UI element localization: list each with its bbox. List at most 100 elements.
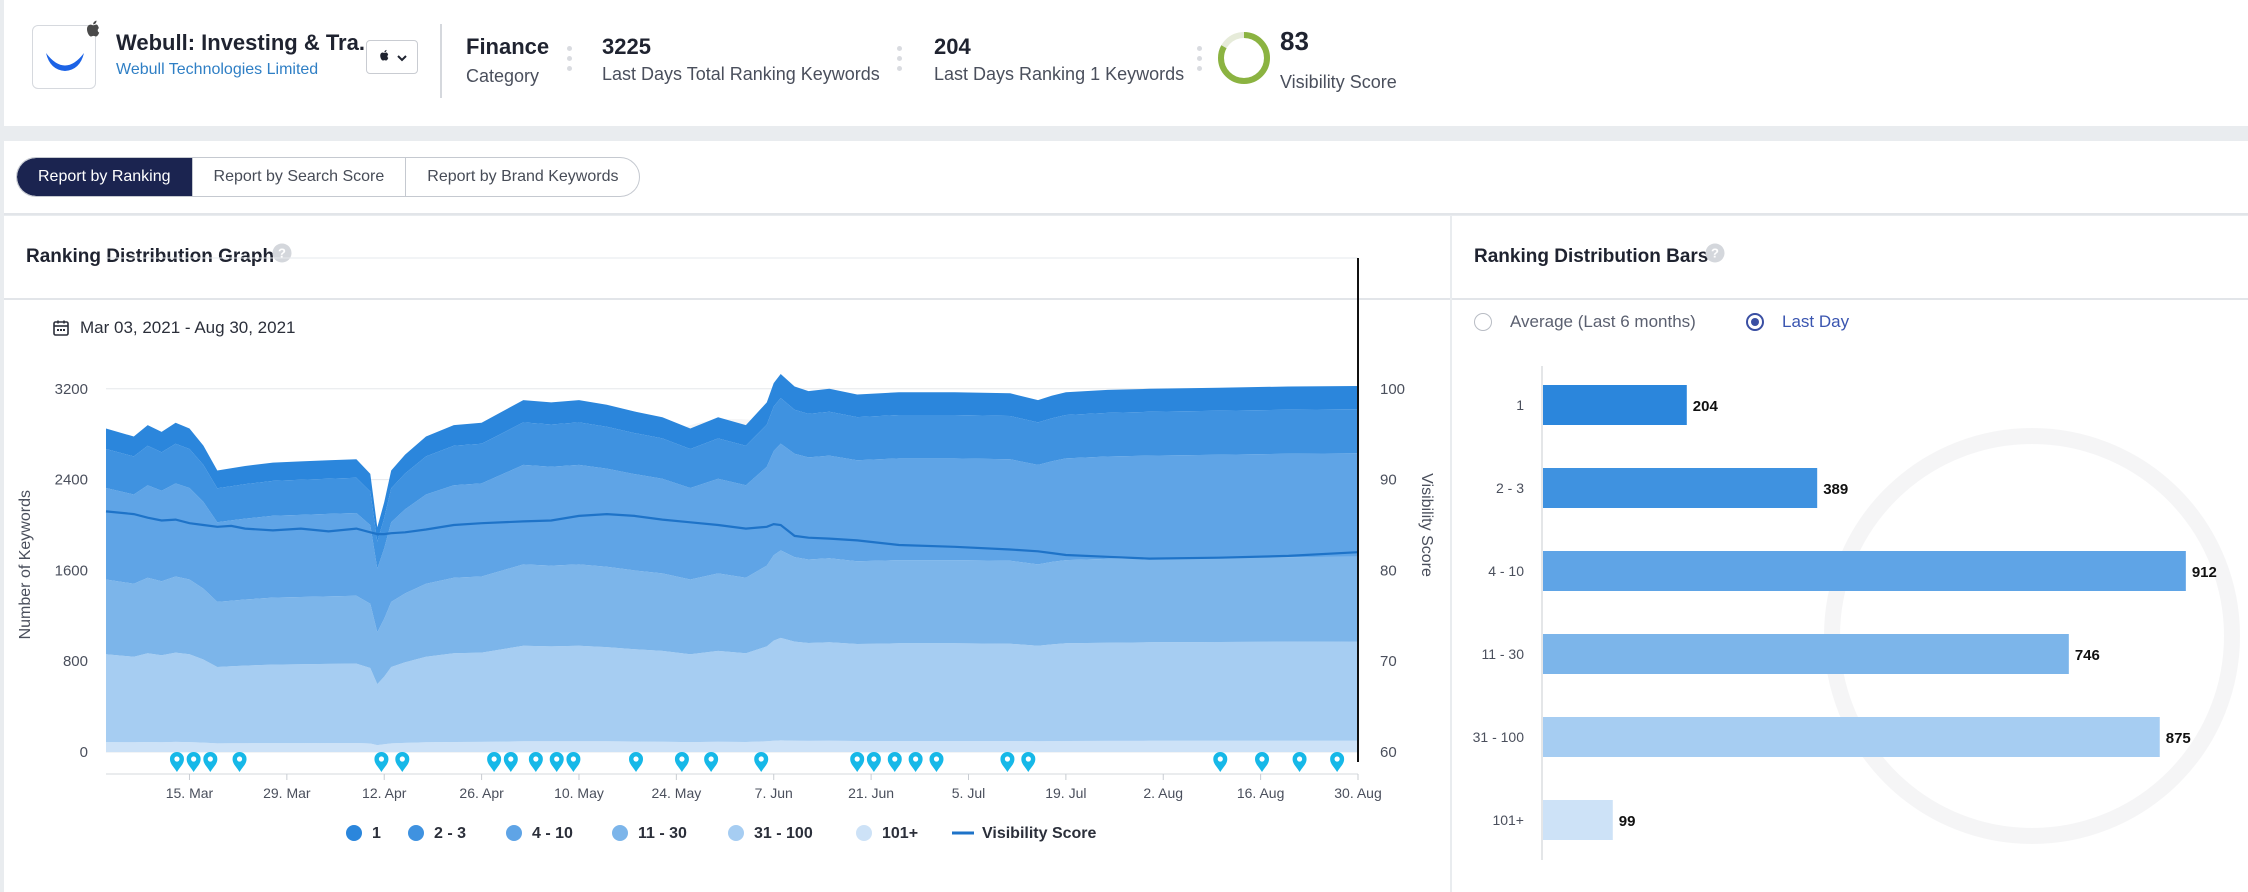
ranking-bar[interactable]: [1543, 717, 2160, 757]
annotation-pin-icon[interactable]: [850, 752, 865, 772]
bar-category-label: 31 - 100: [1473, 729, 1525, 745]
legend-swatch: [408, 825, 424, 841]
ranking-bar[interactable]: [1543, 551, 2186, 591]
area-band-11-30: [106, 550, 1358, 685]
bar-value-label: 389: [1823, 481, 1848, 498]
annotation-pin-icon[interactable]: [1000, 752, 1015, 772]
average-option[interactable]: Average (Last 6 months): [1474, 312, 1696, 332]
area-band-4-10: [106, 443, 1358, 633]
legend-item[interactable]: 2 - 3: [408, 825, 466, 842]
app-logo[interactable]: [32, 25, 96, 89]
bar-category-label: 1: [1516, 397, 1524, 413]
average-radio[interactable]: [1474, 313, 1492, 331]
annotation-pin-icon[interactable]: [908, 752, 923, 772]
legend-swatch: [612, 825, 628, 841]
separator-dots: [897, 46, 903, 72]
legend-label: 101+: [882, 825, 918, 842]
x-tick-label: 26. Apr: [459, 785, 504, 801]
developer-link[interactable]: Webull Technologies Limited: [116, 61, 319, 78]
annotation-pin-icon[interactable]: [629, 752, 644, 772]
ranking-bar[interactable]: [1543, 800, 1613, 840]
area-band-1: [106, 374, 1358, 542]
visibility-score-label: Visibility Score: [1280, 72, 1397, 92]
rank1-keywords-value: 204: [934, 34, 971, 59]
annotation-pin-icon[interactable]: [566, 752, 581, 772]
last-day-radio[interactable]: [1746, 313, 1764, 331]
legend-label: 4 - 10: [532, 825, 573, 842]
graph-panel-title: Ranking Distribution Graph: [26, 246, 275, 267]
help-icon[interactable]: ?: [1704, 242, 1726, 264]
x-tick-label: 29. Mar: [263, 785, 311, 801]
legend-item[interactable]: 11 - 30: [612, 825, 687, 842]
annotation-pin-icon[interactable]: [754, 752, 769, 772]
calendar-icon: [53, 320, 69, 336]
ranking-bar[interactable]: [1543, 385, 1687, 425]
x-tick-label: 10. May: [554, 785, 604, 801]
bars-panel-title: Ranking Distribution Bars: [1474, 246, 1709, 267]
annotation-pin-icon[interactable]: [866, 752, 881, 772]
ranking-distribution-bars-panel: Ranking Distribution Bars ? Average (Las…: [1452, 216, 2248, 892]
x-tick-label: 30. Aug: [1334, 785, 1382, 801]
last-day-option[interactable]: Last Day: [1746, 312, 1849, 332]
annotation-pin-icon[interactable]: [1330, 752, 1345, 772]
annotation-pin-icon[interactable]: [186, 752, 201, 772]
annotation-pin-icon[interactable]: [549, 752, 564, 772]
area-band-101+: [106, 740, 1358, 752]
legend-item[interactable]: Visibility Score: [952, 825, 1097, 842]
y2-tick-label: 70: [1380, 653, 1397, 670]
legend-item[interactable]: 1: [346, 825, 381, 842]
legend-label: 1: [372, 825, 381, 842]
legend-label: Visibility Score: [982, 825, 1097, 842]
svg-text:?: ?: [278, 246, 286, 261]
annotation-pin-icon[interactable]: [232, 752, 247, 772]
date-range-picker[interactable]: Mar 03, 2021 - Aug 30, 2021: [52, 316, 296, 340]
y-tick-label: 2400: [55, 472, 88, 489]
apple-icon: [84, 20, 102, 40]
annotation-pin-icon[interactable]: [1213, 752, 1228, 772]
annotation-pin-icon[interactable]: [929, 752, 944, 772]
annotation-pin-icon[interactable]: [487, 752, 502, 772]
annotation-markers: [169, 752, 1345, 772]
legend-item[interactable]: 4 - 10: [506, 825, 573, 842]
legend-item[interactable]: 101+: [856, 825, 918, 842]
annotation-pin-icon[interactable]: [395, 752, 410, 772]
average-option-label: Average (Last 6 months): [1510, 312, 1696, 331]
legend-label: 11 - 30: [638, 825, 687, 842]
y-tick-label: 1600: [55, 562, 88, 579]
app-name[interactable]: Webull: Investing & Tra...: [116, 30, 378, 55]
legend-label: 31 - 100: [754, 825, 813, 842]
tab-report-by-brand-keywords[interactable]: Report by Brand Keywords: [405, 158, 639, 196]
annotation-pin-icon[interactable]: [887, 752, 902, 772]
rank1-keywords-label: Last Days Ranking 1 Keywords: [934, 64, 1185, 84]
x-tick-label: 5. Jul: [952, 785, 985, 801]
annotation-pin-icon[interactable]: [1255, 752, 1270, 772]
bar-category-label: 2 - 3: [1496, 480, 1524, 496]
ranking-distribution-graph-panel: Ranking Distribution Graph ? Mar 03, 202…: [4, 216, 1450, 892]
annotation-pin-icon[interactable]: [169, 752, 184, 772]
tab-report-by-ranking[interactable]: Report by Ranking: [17, 158, 192, 196]
x-tick-label: 16. Aug: [1237, 785, 1285, 801]
annotation-pin-icon[interactable]: [503, 752, 518, 772]
annotation-pin-icon[interactable]: [1292, 752, 1307, 772]
legend-swatch: [346, 825, 362, 841]
annotation-pin-icon[interactable]: [1021, 752, 1036, 772]
legend-label: 2 - 3: [434, 825, 466, 842]
ranking-bar[interactable]: [1543, 634, 2069, 674]
tab-report-by-search-score[interactable]: Report by Search Score: [191, 158, 406, 196]
annotation-pin-icon[interactable]: [674, 752, 689, 772]
annotation-pin-icon[interactable]: [704, 752, 719, 772]
apple-icon: [380, 49, 389, 61]
platform-dropdown[interactable]: [366, 40, 418, 74]
area-band-31-100: [106, 637, 1358, 746]
stacked-areas: [106, 374, 1358, 752]
last-day-option-label: Last Day: [1782, 312, 1850, 331]
chart-legend: 1 2 - 3 4 - 10 11 - 30 31 - 100 101+ Visibilit…: [346, 825, 1097, 842]
legend-item[interactable]: 31 - 100: [728, 825, 813, 842]
annotation-pin-icon[interactable]: [203, 752, 218, 772]
annotation-pin-icon[interactable]: [374, 752, 389, 772]
y2-tick-label: 60: [1380, 744, 1397, 761]
annotation-pin-icon[interactable]: [528, 752, 543, 772]
visibility-donut: [1218, 32, 1270, 84]
date-range-text: Mar 03, 2021 - Aug 30, 2021: [80, 318, 296, 337]
ranking-bar[interactable]: [1543, 468, 1818, 508]
